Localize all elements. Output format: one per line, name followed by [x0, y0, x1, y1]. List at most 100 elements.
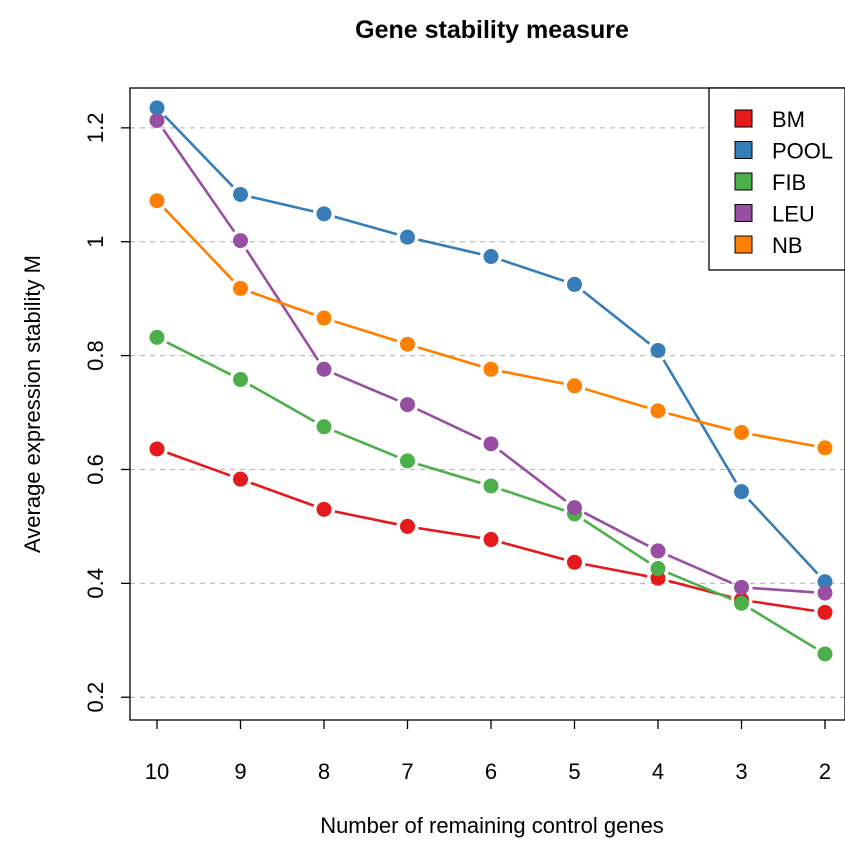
series-line-segment — [668, 412, 732, 431]
series-layer — [149, 100, 833, 662]
y-tick-label: 0.6 — [83, 454, 108, 485]
series-line-segment — [667, 571, 732, 601]
data-point — [233, 186, 248, 202]
data-point — [149, 100, 165, 116]
legend-swatch — [734, 235, 753, 254]
data-point — [149, 112, 165, 128]
series-line-segment — [498, 449, 567, 502]
series-line-segment — [501, 370, 564, 385]
data-point — [233, 372, 248, 388]
data-point — [400, 336, 415, 352]
data-point — [567, 500, 582, 516]
y-axis: 0.2 0.4 0.6 0.8 1 1.2 — [83, 113, 130, 713]
x-tick-label: 4 — [652, 759, 664, 784]
data-point — [233, 233, 248, 249]
data-point — [316, 206, 332, 222]
data-point — [233, 471, 248, 487]
x-axis-label: Number of remaining control genes — [320, 813, 664, 838]
data-point — [650, 561, 666, 577]
series-line-segment — [582, 518, 650, 564]
series-bm — [149, 441, 833, 620]
series-nb — [149, 193, 833, 456]
series-line-segment — [750, 607, 817, 650]
data-point — [734, 595, 749, 611]
data-point — [400, 229, 415, 245]
series-line-segment — [334, 510, 397, 526]
legend: BM POOL FIB LEU NB — [708, 87, 845, 271]
data-point — [817, 585, 833, 601]
y-tick-label: 0.4 — [83, 568, 108, 599]
series-line-segment — [585, 563, 648, 578]
data-point — [567, 276, 582, 292]
legend-label: FIB — [772, 170, 806, 195]
x-tick-label: 5 — [568, 759, 580, 784]
series-line-segment — [416, 408, 482, 441]
x-tick-label: 8 — [318, 759, 330, 784]
data-point — [149, 193, 165, 209]
x-tick-label: 2 — [819, 759, 831, 784]
data-point — [817, 574, 833, 590]
data-point — [817, 646, 833, 662]
legend-box — [708, 87, 845, 271]
series-line-segment — [752, 600, 815, 613]
series-line-segment — [166, 451, 231, 477]
legend-label: NB — [772, 233, 803, 258]
data-point — [650, 342, 666, 358]
y-tick-label: 0.2 — [83, 682, 108, 713]
data-point — [483, 532, 499, 548]
x-tick-label: 10 — [145, 759, 169, 784]
data-point — [149, 329, 165, 345]
data-point — [483, 249, 499, 265]
data-point — [567, 378, 582, 394]
data-point — [734, 579, 749, 595]
series-line-segment — [417, 346, 481, 368]
series-line-segment — [501, 258, 565, 283]
data-point — [483, 478, 499, 494]
legend-swatch — [734, 141, 753, 159]
x-tick-label: 9 — [234, 759, 246, 784]
series-line-segment — [166, 341, 232, 376]
series-line-segment — [417, 462, 481, 485]
legend-label: POOL — [772, 139, 833, 164]
series-line-segment — [245, 249, 320, 361]
data-point — [233, 280, 248, 296]
data-point — [316, 361, 332, 377]
data-point — [316, 501, 332, 517]
series-line-segment — [584, 387, 648, 409]
legend-swatch — [734, 204, 753, 222]
series-fib — [149, 329, 833, 662]
legend-swatch — [734, 109, 753, 128]
legend-label: LEU — [772, 202, 815, 227]
data-point — [650, 543, 666, 559]
data-point — [400, 453, 415, 469]
series-line-segment — [748, 498, 819, 575]
series-line-segment — [583, 511, 649, 547]
series-line-segment — [417, 238, 481, 256]
legend-swatch — [734, 172, 753, 191]
data-point — [817, 604, 833, 620]
series-line-segment — [334, 320, 398, 343]
data-point — [400, 397, 415, 413]
data-point — [316, 419, 332, 435]
x-tick-label: 7 — [401, 759, 413, 784]
plot-frame — [129, 87, 845, 721]
data-point — [400, 518, 415, 534]
data-point — [149, 441, 165, 457]
series-line-segment — [501, 488, 565, 512]
series-pool — [149, 100, 833, 590]
data-point — [817, 440, 833, 456]
data-point — [483, 436, 499, 452]
series-line-segment — [163, 207, 234, 282]
series-line-segment — [162, 128, 236, 233]
series-line-segment — [752, 433, 815, 448]
series-line-segment — [250, 481, 315, 507]
series-line-segment — [501, 541, 565, 561]
series-line-segment — [418, 526, 481, 540]
series-line-segment — [333, 372, 398, 402]
data-point — [650, 403, 666, 419]
legend-label: BM — [772, 107, 805, 132]
data-point — [734, 424, 749, 440]
series-line-segment — [249, 383, 316, 423]
y-axis-label: Average expression stability M — [20, 255, 45, 553]
